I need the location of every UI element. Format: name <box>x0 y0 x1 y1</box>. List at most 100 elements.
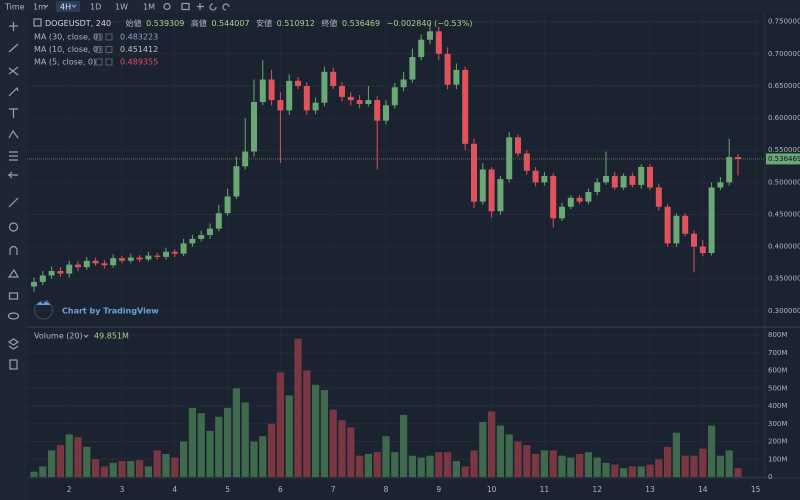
watermark-ring <box>34 300 53 320</box>
candle-body <box>180 243 187 254</box>
toolbar-item[interactable]: 1W <box>115 3 128 12</box>
tool-icon[interactable] <box>8 86 19 97</box>
toolbar-item[interactable]: 1M <box>143 3 155 12</box>
volume-tick-label: 500M <box>768 384 787 392</box>
open-label: 始値 <box>126 18 142 28</box>
y-tick-label: 0.300000 <box>768 307 800 315</box>
toolbar-icon[interactable] <box>222 3 230 11</box>
volume-bar <box>435 452 443 477</box>
candle-body <box>444 53 451 85</box>
volume-bar <box>285 395 293 477</box>
toolbar-icon[interactable] <box>163 2 171 11</box>
tool-icon[interactable] <box>9 151 18 161</box>
dropdown-arrow[interactable] <box>83 334 89 338</box>
volume-bar <box>259 436 267 477</box>
toolbar-item[interactable]: 1m <box>33 3 46 12</box>
volume-tick-label: 700M <box>768 349 787 357</box>
tool-icon[interactable] <box>8 129 19 139</box>
toolbar-item[interactable]: 4H <box>60 3 71 12</box>
dropdown-arrow[interactable] <box>43 4 77 8</box>
toolbar-item[interactable]: 1D <box>90 3 101 12</box>
tool-icon[interactable] <box>8 222 19 232</box>
y-tick-label: 0.550000 <box>768 146 800 154</box>
candle-body <box>321 71 328 103</box>
candle-body <box>691 233 697 247</box>
tool-icon[interactable] <box>7 268 20 278</box>
volume-bar <box>320 390 328 477</box>
candle-body <box>383 105 389 121</box>
candle-body <box>215 213 222 229</box>
candle-body <box>136 257 143 260</box>
volume-bar <box>56 445 64 477</box>
volume-bar <box>241 402 249 477</box>
volume-bar <box>153 450 161 477</box>
watermark-logo <box>36 300 51 305</box>
volume-bar <box>584 452 592 477</box>
candle-body <box>57 271 64 274</box>
candle-body <box>647 166 653 188</box>
volume-bar <box>417 457 425 477</box>
tool-icon[interactable] <box>9 245 18 256</box>
indicator-button[interactable] <box>95 46 103 53</box>
volume-bar <box>338 420 346 477</box>
candle-body <box>576 197 583 202</box>
candle-body <box>488 169 495 212</box>
tool-icon[interactable] <box>7 312 20 320</box>
x-tick-label: 3 <box>120 485 125 494</box>
tool-icon[interactable] <box>7 338 20 350</box>
symbol: DOGEUSDT, 240 <box>45 19 111 28</box>
x-tick-label: 9 <box>436 485 441 494</box>
x-tick-label: 7 <box>331 485 336 494</box>
y-tick-label: 0.600000 <box>768 114 800 122</box>
high-value: 0.544007 <box>211 19 249 28</box>
volume-bar <box>39 466 47 477</box>
volume-bar <box>479 422 487 477</box>
indicator-button[interactable] <box>105 46 113 53</box>
indicator-button[interactable] <box>105 58 113 66</box>
indicator-button[interactable] <box>95 58 103 66</box>
indicator-button[interactable] <box>105 33 113 41</box>
candle-body <box>603 175 609 183</box>
volume-bar <box>144 466 152 477</box>
candle-body <box>39 275 46 282</box>
toolbar-item[interactable]: Time <box>4 3 25 12</box>
y-tick-label: 0.500000 <box>768 178 800 186</box>
volume-bar <box>708 425 716 477</box>
volume-tick-label: 100M <box>768 455 787 463</box>
candle-body <box>163 251 169 257</box>
candle-body <box>268 79 275 101</box>
indicator-button[interactable] <box>95 33 103 41</box>
tool-icon[interactable] <box>9 359 18 370</box>
volume-bar <box>461 466 469 477</box>
candle-body <box>400 79 407 88</box>
toolbar-icon[interactable] <box>181 2 190 11</box>
volume-bar <box>400 414 408 477</box>
tool-icon[interactable] <box>8 43 19 53</box>
volume-bar <box>92 459 100 477</box>
overlay: DOGEUSDT, 240 始値 0.539309 高値 0.544007 安値… <box>33 18 800 341</box>
tool-icon[interactable] <box>8 197 19 208</box>
tool-icon[interactable] <box>9 108 18 118</box>
volume-bar <box>664 446 672 477</box>
tool-icon[interactable] <box>8 66 19 76</box>
volume-bar <box>250 441 258 477</box>
tool-icon[interactable] <box>7 171 18 179</box>
x-tick-label: 8 <box>384 485 389 494</box>
last-price-box <box>766 153 800 165</box>
candle-body <box>365 100 372 104</box>
volume-bar <box>725 450 733 477</box>
tool-icon[interactable] <box>8 292 19 300</box>
indicator-name: MA (5, close, 0) <box>34 58 96 67</box>
candle-body <box>655 187 662 207</box>
top-toolbar-items: Time 1m 4H 1D 1W 1M <box>4 2 230 12</box>
tool-icon[interactable] <box>9 22 18 31</box>
marks <box>27 22 765 477</box>
volume-bar <box>171 457 179 477</box>
volume-bar <box>690 455 698 477</box>
toolbar-icon[interactable] <box>197 3 204 10</box>
candle-body <box>286 80 293 111</box>
volume-bar <box>347 427 355 477</box>
volume-bar <box>268 423 276 477</box>
volume-bar <box>646 464 654 477</box>
toolbar-icon[interactable] <box>209 3 217 11</box>
